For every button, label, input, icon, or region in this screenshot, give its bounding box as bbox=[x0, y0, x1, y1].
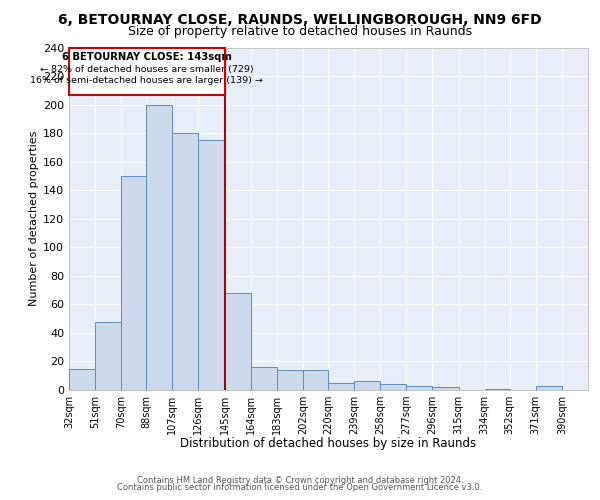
Bar bbox=[199, 140, 224, 390]
Bar bbox=[536, 386, 562, 390]
Text: Size of property relative to detached houses in Raunds: Size of property relative to detached ho… bbox=[128, 25, 472, 38]
Bar bbox=[146, 104, 172, 390]
Text: 6, BETOURNAY CLOSE, RAUNDS, WELLINGBOROUGH, NN9 6FD: 6, BETOURNAY CLOSE, RAUNDS, WELLINGBOROU… bbox=[58, 12, 542, 26]
Y-axis label: Number of detached properties: Number of detached properties bbox=[29, 131, 39, 306]
Bar bbox=[354, 382, 380, 390]
Text: Contains public sector information licensed under the Open Government Licence v3: Contains public sector information licen… bbox=[118, 484, 482, 492]
Bar bbox=[277, 370, 303, 390]
Bar bbox=[433, 387, 458, 390]
Bar bbox=[406, 386, 433, 390]
Bar bbox=[172, 133, 199, 390]
Bar bbox=[69, 368, 95, 390]
Text: ← 82% of detached houses are smaller (729): ← 82% of detached houses are smaller (72… bbox=[40, 64, 254, 74]
Bar bbox=[121, 176, 146, 390]
Bar bbox=[303, 370, 328, 390]
Bar bbox=[328, 383, 354, 390]
Text: Contains HM Land Registry data © Crown copyright and database right 2024.: Contains HM Land Registry data © Crown c… bbox=[137, 476, 463, 485]
Bar bbox=[95, 322, 121, 390]
Bar bbox=[251, 367, 277, 390]
X-axis label: Distribution of detached houses by size in Raunds: Distribution of detached houses by size … bbox=[181, 437, 476, 450]
Text: 16% of semi-detached houses are larger (139) →: 16% of semi-detached houses are larger (… bbox=[31, 76, 263, 85]
Bar bbox=[485, 388, 509, 390]
FancyBboxPatch shape bbox=[69, 48, 224, 94]
Bar bbox=[380, 384, 406, 390]
Bar bbox=[224, 293, 251, 390]
Text: 6 BETOURNAY CLOSE: 143sqm: 6 BETOURNAY CLOSE: 143sqm bbox=[62, 52, 232, 62]
